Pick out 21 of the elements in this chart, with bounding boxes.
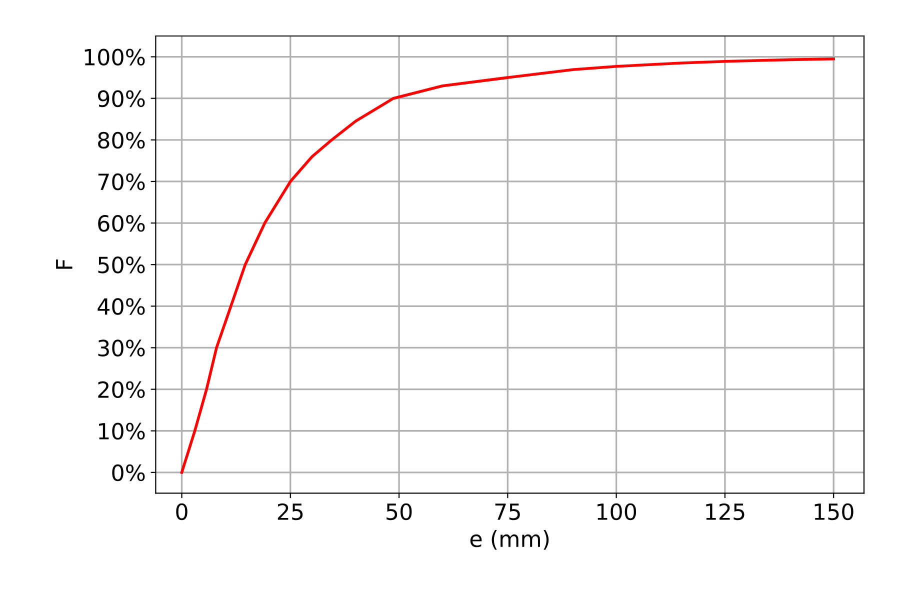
y-tick-label: 40% [98,298,145,315]
x-tick-label: 75 [495,504,520,520]
x-tick-label: 150 [814,503,854,520]
y-tick-label: 90% [98,90,145,108]
y-axis-title: F [56,260,72,269]
x-axis-title: e (mm) [470,530,549,550]
x-tick-label: 50 [386,503,412,520]
y-tick-label: 50% [98,256,145,274]
y-tick-label: 10% [99,422,145,440]
x-tick-label: 25 [278,503,303,520]
y-tick-label: 70% [98,173,145,190]
y-tick-label: 60% [98,214,145,232]
x-tick-label: 100 [598,503,636,520]
y-tick-label: 0% [112,464,145,482]
y-tick-label: 30% [98,340,145,356]
line-series [180,57,835,474]
x-tick-label: 125 [706,503,744,520]
y-tick-label: 80% [98,132,145,149]
y-tick-label: 100% [84,48,145,66]
y-tick-label: 20% [98,381,145,398]
x-tick-label: 0 [176,503,188,520]
